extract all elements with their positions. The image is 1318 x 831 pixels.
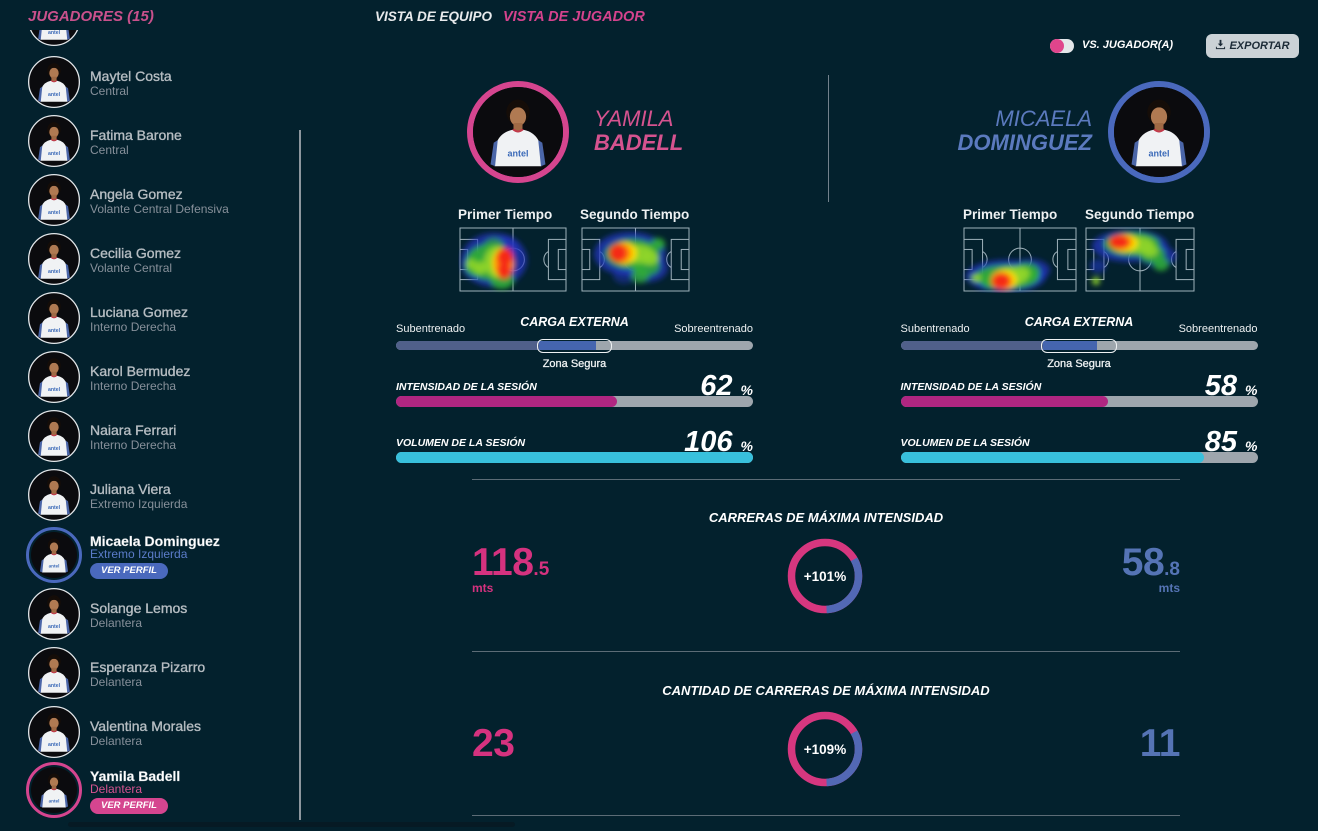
svg-text:antel: antel: [48, 446, 61, 452]
svg-text:antel: antel: [48, 328, 61, 334]
svg-text:antel: antel: [507, 148, 528, 158]
svg-text:antel: antel: [48, 151, 61, 157]
svg-text:antel: antel: [48, 683, 61, 689]
svg-text:antel: antel: [1148, 148, 1169, 158]
svg-text:antel: antel: [48, 624, 61, 630]
svg-text:antel: antel: [48, 269, 61, 275]
svg-text:antel: antel: [48, 387, 61, 393]
svg-text:antel: antel: [48, 798, 59, 803]
svg-text:+101%: +101%: [804, 569, 846, 584]
svg-text:antel: antel: [48, 563, 59, 568]
svg-text:antel: antel: [48, 30, 61, 36]
svg-text:antel: antel: [48, 505, 61, 511]
svg-text:antel: antel: [48, 742, 61, 748]
svg-text:antel: antel: [48, 92, 61, 98]
svg-text:antel: antel: [48, 210, 61, 216]
svg-text:+109%: +109%: [804, 742, 846, 757]
